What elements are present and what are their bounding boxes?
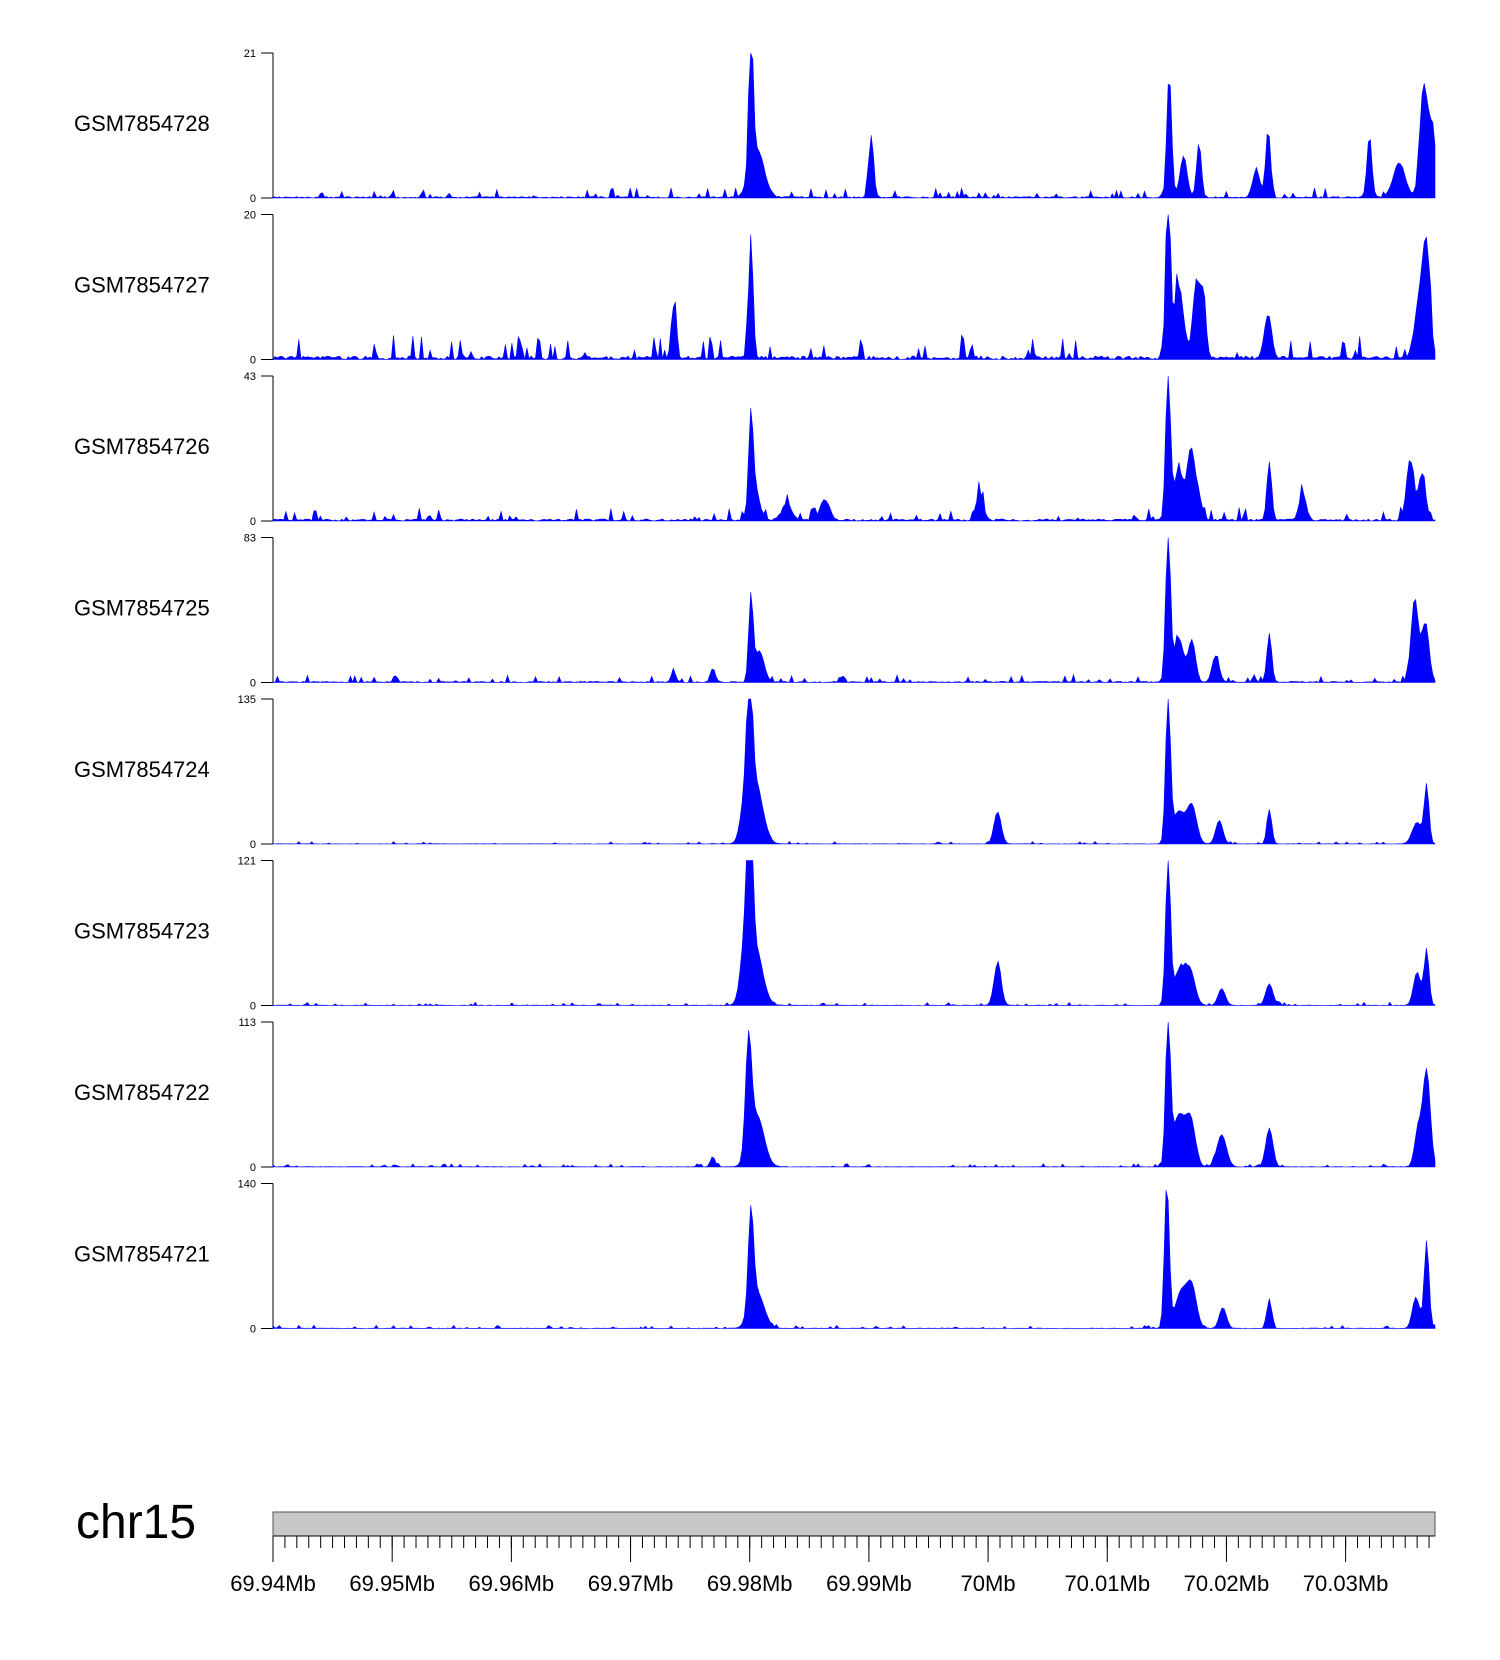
y-tick-label-min: 0: [250, 839, 256, 851]
track-label: GSM7854721: [74, 1242, 210, 1267]
x-tick-label: 70.02Mb: [1184, 1571, 1270, 1596]
x-tick-label: 70.03Mb: [1303, 1571, 1389, 1596]
coverage-area-GSM7854726: [272, 375, 1436, 522]
track-GSM7854728: GSM7854728 21 0: [74, 48, 1436, 205]
track-label: GSM7854727: [74, 273, 210, 298]
y-tick-label-min: 0: [250, 516, 256, 528]
track-GSM7854723: GSM7854723 121 0: [74, 856, 1436, 1013]
track-GSM7854725: GSM7854725 83 0: [74, 533, 1436, 690]
y-tick-label-min: 0: [250, 678, 256, 690]
x-tick-label: 69.97Mb: [588, 1571, 674, 1596]
y-tick-label-max: 20: [244, 210, 256, 222]
x-tick-label: 70Mb: [961, 1571, 1016, 1596]
x-tick-label: 69.98Mb: [707, 1571, 793, 1596]
y-tick-label-min: 0: [250, 355, 256, 367]
coverage-area-GSM7854728: [272, 52, 1436, 199]
track-label: GSM7854726: [74, 434, 210, 459]
y-tick-label-max: 135: [238, 694, 256, 706]
x-tick-label: 70.01Mb: [1064, 1571, 1150, 1596]
coverage-area-GSM7854723: [272, 860, 1436, 1006]
coverage-area-GSM7854724: [272, 698, 1436, 845]
y-tick-label-max: 83: [244, 533, 256, 545]
y-tick-label-min: 0: [250, 1001, 256, 1013]
y-tick-label-min: 0: [250, 1324, 256, 1336]
track-GSM7854727: GSM7854727 20 0: [74, 210, 1436, 367]
coverage-area-GSM7854727: [272, 214, 1436, 361]
track-GSM7854724: GSM7854724 135 0: [74, 694, 1436, 851]
y-tick-label-max: 121: [238, 856, 256, 868]
tracks-layer: GSM7854728210GSM7854727200GSM7854726430G…: [74, 48, 1436, 1336]
x-tick-label: 69.95Mb: [349, 1571, 435, 1596]
track-label: GSM7854722: [74, 1080, 210, 1105]
coverage-area-GSM7854722: [272, 1021, 1436, 1168]
x-tick-label: 69.96Mb: [469, 1571, 555, 1596]
track-label: GSM7854728: [74, 111, 210, 136]
y-tick-label-max: 21: [244, 48, 256, 60]
y-tick-label-max: 140: [238, 1179, 256, 1191]
track-GSM7854722: GSM7854722 113 0: [74, 1017, 1436, 1174]
y-tick-label-max: 113: [238, 1017, 256, 1029]
y-tick-label-min: 0: [250, 1162, 256, 1174]
x-tick-label: 69.94Mb: [230, 1571, 316, 1596]
x-tick-label: 69.99Mb: [826, 1571, 912, 1596]
y-tick-label-min: 0: [250, 193, 256, 205]
coverage-area-GSM7854721: [272, 1190, 1436, 1329]
chromosome-bar: [272, 1511, 1436, 1537]
track-label: GSM7854725: [74, 596, 210, 621]
y-tick-label-max: 43: [244, 371, 256, 383]
track-GSM7854721: GSM7854721 140 0: [74, 1179, 1436, 1336]
track-label: GSM7854723: [74, 919, 210, 944]
chromosome-axis: chr15 69.94Mb 69.95Mb 69.96Mb 69.97Mb 69.98M…: [76, 1496, 1436, 1596]
track-GSM7854726: GSM7854726 43 0: [74, 371, 1436, 528]
chromosome-label: chr15: [76, 1496, 196, 1549]
track-label: GSM7854724: [74, 757, 210, 782]
coverage-area-GSM7854725: [272, 537, 1436, 683]
